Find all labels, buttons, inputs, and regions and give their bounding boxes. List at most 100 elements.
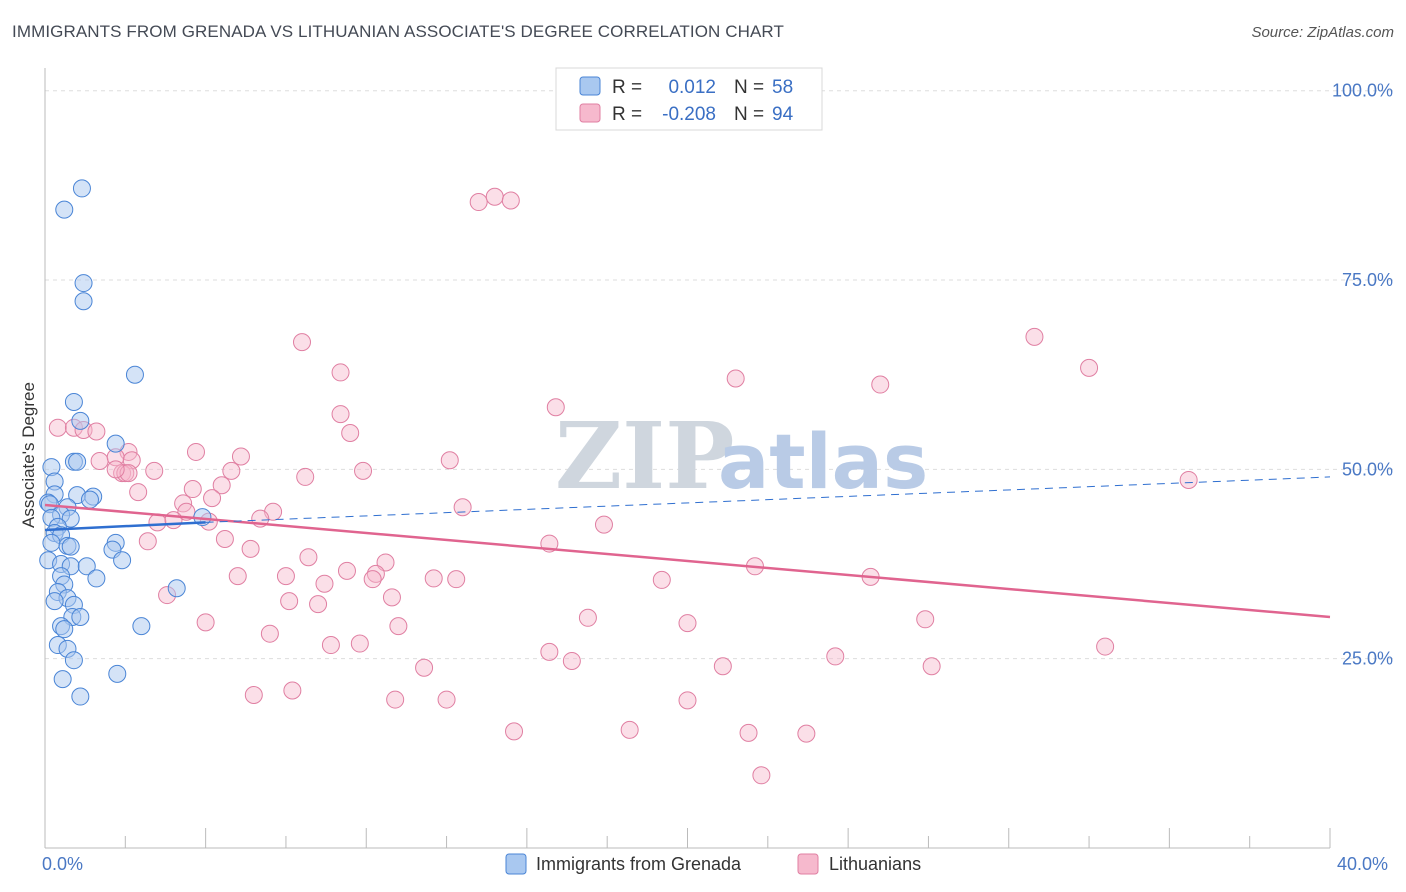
lithuanian-point bbox=[389, 617, 408, 636]
lithuanian-point bbox=[363, 570, 382, 589]
grenada-points bbox=[39, 179, 212, 706]
lithuanian-point bbox=[1096, 637, 1115, 656]
lithuanian-point bbox=[212, 476, 231, 495]
lithuanian-point bbox=[350, 634, 369, 653]
bottom-legend-label-lithuanians: Lithuanians bbox=[829, 854, 921, 874]
lithuanian-trendline bbox=[44, 503, 1331, 619]
lithuanian-point bbox=[469, 193, 488, 212]
lithuanian-point bbox=[196, 613, 215, 632]
lithuanian-point bbox=[415, 658, 434, 677]
lithuanian-point bbox=[215, 530, 234, 549]
lithuanian-point bbox=[546, 398, 565, 417]
lithuanian-point bbox=[505, 722, 524, 741]
y-tick-label: 75.0% bbox=[1342, 270, 1393, 290]
lithuanian-point bbox=[228, 567, 247, 586]
y-axis-label: Associate's Degree bbox=[19, 382, 38, 528]
lithuanians-points bbox=[48, 187, 1198, 785]
grenada-point bbox=[64, 651, 83, 670]
legend-n-label-grenada: N = bbox=[734, 77, 764, 98]
watermark-atlas: atlas bbox=[718, 417, 928, 506]
grenada-point bbox=[55, 620, 74, 639]
lithuanian-point bbox=[244, 686, 263, 705]
grenada-point bbox=[108, 664, 127, 683]
lithuanian-point bbox=[752, 766, 771, 785]
y-tick-label: 100.0% bbox=[1332, 81, 1393, 101]
lithuanian-point bbox=[331, 363, 350, 382]
grenada-point bbox=[87, 569, 106, 588]
lithuanian-point bbox=[453, 498, 472, 517]
legend-n-label-lithuanians: N = bbox=[734, 104, 764, 125]
y-tick-label: 25.0% bbox=[1342, 649, 1393, 669]
legend-r-value-grenada: 0.012 bbox=[668, 77, 716, 98]
lithuanian-point bbox=[309, 595, 328, 614]
grenada-point bbox=[132, 617, 151, 636]
lithuanian-point bbox=[106, 460, 125, 479]
lithuanian-point bbox=[620, 720, 639, 739]
lithuanian-point bbox=[283, 681, 302, 700]
lithuanian-point bbox=[726, 369, 745, 388]
lithuanian-point bbox=[299, 548, 318, 567]
lithuanian-point bbox=[871, 375, 890, 394]
y-tick-labels: 25.0% 50.0% 75.0% 100.0% bbox=[1332, 81, 1393, 669]
watermark: ZIP atlas bbox=[555, 402, 928, 510]
lithuanian-point bbox=[241, 539, 260, 558]
lithuanian-point bbox=[315, 574, 334, 593]
lithuanian-point bbox=[540, 642, 559, 661]
grenada-trendline-dashed bbox=[205, 476, 1331, 523]
bottom-legend-swatch-grenada bbox=[505, 853, 527, 875]
grenada-point bbox=[77, 557, 96, 576]
lithuanian-point bbox=[447, 570, 466, 589]
lithuanian-point bbox=[678, 691, 697, 710]
grenada-point bbox=[64, 392, 83, 411]
legend-r-value-lithuanians: -0.208 bbox=[662, 104, 716, 125]
lithuanian-point bbox=[382, 588, 401, 607]
lithuanian-point bbox=[321, 636, 340, 655]
lithuanian-point bbox=[231, 447, 250, 466]
grenada-point bbox=[53, 670, 72, 689]
lithuanian-point bbox=[337, 561, 356, 580]
bottom-legend-label-grenada: Immigrants from Grenada bbox=[536, 854, 742, 874]
lithuanian-point bbox=[186, 442, 205, 461]
lithuanian-point bbox=[826, 647, 845, 666]
lithuanian-point bbox=[331, 405, 350, 424]
lithuanian-point bbox=[87, 422, 106, 441]
grenada-point bbox=[167, 579, 186, 598]
grenada-point bbox=[71, 411, 90, 430]
lithuanian-point bbox=[916, 610, 935, 629]
lithuanian-point bbox=[1025, 327, 1044, 346]
lithuanian-point bbox=[366, 564, 385, 583]
bottom-legend-swatch-lithuanians bbox=[797, 853, 819, 875]
grenada-point bbox=[74, 292, 93, 311]
legend-box: R = 0.012 N = 58 R = -0.208 N = 94 bbox=[555, 67, 823, 131]
grenada-trendline-solid bbox=[44, 521, 206, 532]
lithuanian-point bbox=[652, 570, 671, 589]
lithuanian-point bbox=[276, 567, 295, 586]
x-ticks bbox=[44, 828, 1331, 848]
lithuanian-point bbox=[678, 614, 697, 633]
grenada-point bbox=[68, 452, 87, 471]
grenada-point bbox=[61, 537, 80, 556]
grenada-point bbox=[74, 274, 93, 293]
legend-r-label-lithuanians: R = bbox=[612, 104, 642, 125]
lithuanian-point bbox=[739, 723, 758, 742]
x-tick-label-max: 40.0% bbox=[1337, 854, 1388, 874]
bottom-legend: Immigrants from Grenada Lithuanians bbox=[505, 853, 921, 875]
legend-n-value-grenada: 58 bbox=[772, 77, 793, 98]
grenada-point bbox=[42, 533, 61, 552]
lithuanian-point bbox=[440, 451, 459, 470]
lithuanian-point bbox=[280, 592, 299, 611]
legend-n-value-lithuanians: 94 bbox=[772, 104, 794, 125]
lithuanian-point bbox=[183, 480, 202, 499]
lithuanian-point bbox=[713, 657, 732, 676]
lithuanian-point bbox=[386, 690, 405, 709]
chart-title: IMMIGRANTS FROM GRENADA VS LITHUANIAN AS… bbox=[12, 22, 784, 41]
legend-r-label-grenada: R = bbox=[612, 77, 642, 98]
grenada-point bbox=[45, 592, 64, 611]
lithuanian-point bbox=[501, 191, 520, 210]
lithuanian-point bbox=[485, 187, 504, 206]
lithuanian-point bbox=[1080, 358, 1099, 377]
grenada-point bbox=[72, 179, 91, 198]
grenada-point bbox=[55, 200, 74, 219]
lithuanian-point bbox=[90, 452, 109, 471]
